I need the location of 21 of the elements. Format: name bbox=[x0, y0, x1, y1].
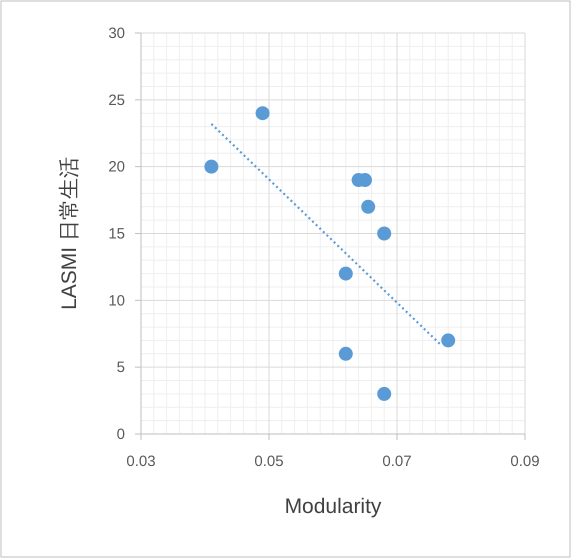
y-tick-label: 15 bbox=[108, 226, 125, 242]
point bbox=[361, 200, 376, 214]
x-tick-label: 0.07 bbox=[382, 453, 412, 470]
point bbox=[338, 346, 353, 361]
x-axis-title: Modularity bbox=[284, 495, 382, 518]
point bbox=[204, 160, 218, 174]
y-tick-label: 0 bbox=[116, 426, 125, 443]
y-tick-label: 30 bbox=[108, 25, 125, 42]
point bbox=[338, 266, 353, 281]
y-axis-title: LASMI 日常生活 bbox=[58, 157, 81, 310]
y-tick-label: 10 bbox=[108, 292, 125, 310]
y-tick-label: 25 bbox=[108, 92, 125, 109]
point bbox=[441, 333, 456, 348]
x-tick-label: 0.09 bbox=[510, 453, 540, 470]
x-tick-label: 0.03 bbox=[126, 453, 156, 470]
point bbox=[377, 386, 392, 401]
point bbox=[256, 106, 270, 120]
point bbox=[377, 226, 392, 240]
x-tick-label: 0.05 bbox=[254, 453, 284, 470]
y-tick-label: 5 bbox=[116, 359, 125, 376]
y-tick-label: 20 bbox=[108, 158, 125, 176]
